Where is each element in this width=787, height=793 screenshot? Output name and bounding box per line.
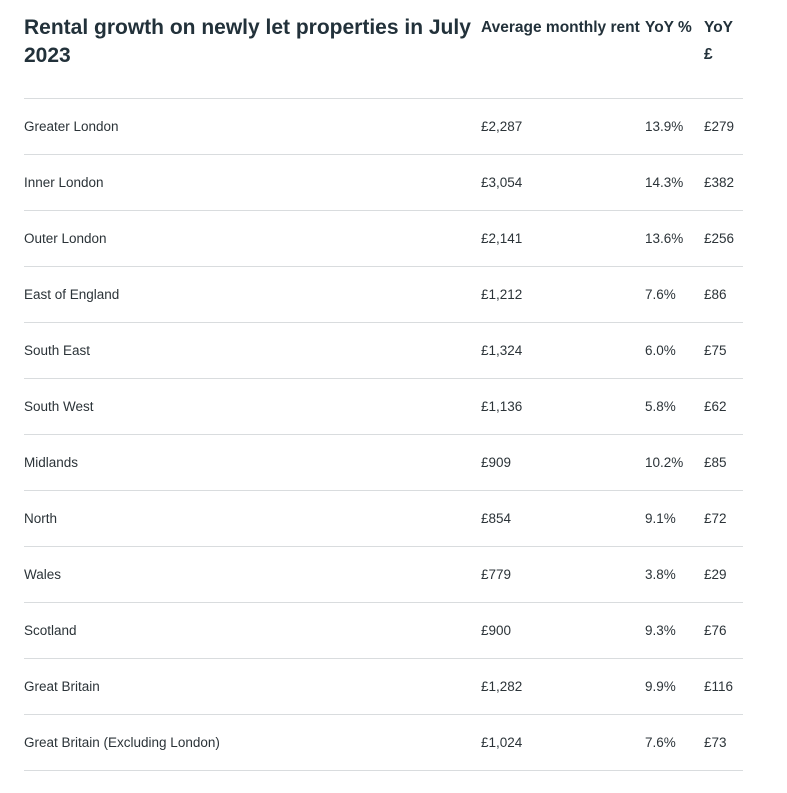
yoy-pounds-cell: £116 <box>704 658 743 715</box>
yoy-percent-cell: 6.0% <box>645 322 704 379</box>
yoy-pounds-cell: £72 <box>704 490 743 547</box>
region-cell: South East <box>24 322 481 379</box>
region-cell: East of England <box>24 266 481 323</box>
region-cell: South West <box>24 378 481 435</box>
yoy-percent-cell: 9.9% <box>645 658 704 715</box>
rental-growth-table-container: Rental growth on newly let properties in… <box>24 0 743 771</box>
yoy-percent-cell: 5.8% <box>645 378 704 435</box>
table-row: Scotland £900 9.3% £76 <box>24 602 743 659</box>
table-row: North £854 9.1% £72 <box>24 490 743 547</box>
header-row: Rental growth on newly let properties in… <box>24 0 743 99</box>
region-cell: Inner London <box>24 154 481 211</box>
table-row: Inner London £3,054 14.3% £382 <box>24 154 743 211</box>
region-cell: Midlands <box>24 434 481 491</box>
table-row: Wales £779 3.8% £29 <box>24 546 743 603</box>
rent-cell: £1,024 <box>481 714 645 771</box>
region-cell: Outer London <box>24 210 481 267</box>
rent-cell: £909 <box>481 434 645 491</box>
rent-cell: £1,212 <box>481 266 645 323</box>
region-cell: Great Britain <box>24 658 481 715</box>
region-cell: North <box>24 490 481 547</box>
table-title: Rental growth on newly let properties in… <box>24 0 481 99</box>
rent-cell: £1,136 <box>481 378 645 435</box>
yoy-pounds-cell: £256 <box>704 210 743 267</box>
region-cell: Wales <box>24 546 481 603</box>
table-row: East of England £1,212 7.6% £86 <box>24 266 743 323</box>
yoy-percent-cell: 14.3% <box>645 154 704 211</box>
table-row: Outer London £2,141 13.6% £256 <box>24 210 743 267</box>
rental-growth-table: Rental growth on newly let properties in… <box>24 0 743 771</box>
yoy-percent-cell: 13.9% <box>645 98 704 155</box>
rent-cell: £2,287 <box>481 98 645 155</box>
yoy-percent-cell: 9.1% <box>645 490 704 547</box>
rent-cell: £854 <box>481 490 645 547</box>
table-body: Greater London £2,287 13.9% £279 Inner L… <box>24 98 743 771</box>
rent-cell: £900 <box>481 602 645 659</box>
yoy-pounds-cell: £73 <box>704 714 743 771</box>
yoy-pounds-cell: £382 <box>704 154 743 211</box>
region-cell: Scotland <box>24 602 481 659</box>
yoy-percent-cell: 3.8% <box>645 546 704 603</box>
yoy-pounds-cell: £76 <box>704 602 743 659</box>
yoy-pounds-cell: £279 <box>704 98 743 155</box>
table-row: Great Britain (Excluding London) £1,024 … <box>24 714 743 771</box>
rent-cell: £779 <box>481 546 645 603</box>
table-row: South East £1,324 6.0% £75 <box>24 322 743 379</box>
rent-cell: £1,324 <box>481 322 645 379</box>
yoy-percent-cell: 10.2% <box>645 434 704 491</box>
rent-cell: £2,141 <box>481 210 645 267</box>
header-average-monthly-rent: Average monthly rent <box>481 0 645 99</box>
region-cell: Great Britain (Excluding London) <box>24 714 481 771</box>
yoy-pounds-cell: £29 <box>704 546 743 603</box>
yoy-pounds-cell: £62 <box>704 378 743 435</box>
table-row: South West £1,136 5.8% £62 <box>24 378 743 435</box>
yoy-percent-cell: 9.3% <box>645 602 704 659</box>
table-header: Rental growth on newly let properties in… <box>24 0 743 99</box>
yoy-percent-cell: 7.6% <box>645 714 704 771</box>
yoy-percent-cell: 13.6% <box>645 210 704 267</box>
rent-cell: £1,282 <box>481 658 645 715</box>
yoy-pounds-cell: £85 <box>704 434 743 491</box>
table-row: Midlands £909 10.2% £85 <box>24 434 743 491</box>
region-cell: Greater London <box>24 98 481 155</box>
table-row: Greater London £2,287 13.9% £279 <box>24 98 743 155</box>
yoy-percent-cell: 7.6% <box>645 266 704 323</box>
yoy-pounds-cell: £75 <box>704 322 743 379</box>
header-yoy-percent: YoY % <box>645 0 704 99</box>
header-yoy-pounds: YoY £ <box>704 0 743 99</box>
rent-cell: £3,054 <box>481 154 645 211</box>
yoy-pounds-cell: £86 <box>704 266 743 323</box>
table-row: Great Britain £1,282 9.9% £116 <box>24 658 743 715</box>
